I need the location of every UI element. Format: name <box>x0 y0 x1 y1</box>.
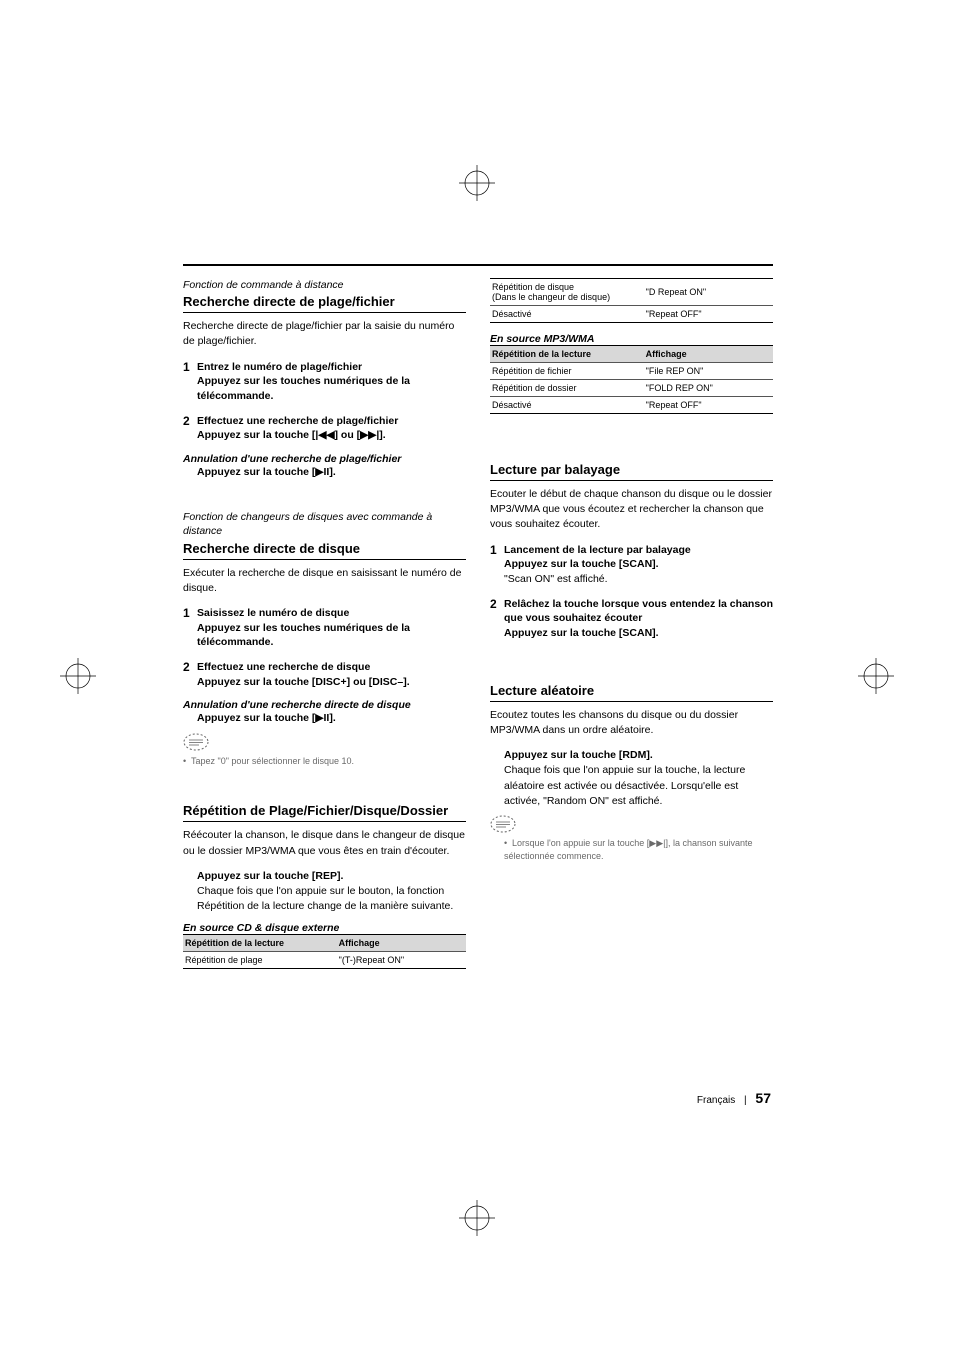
section-rule <box>183 312 466 313</box>
section-intro: Ecoutez toutes les chansons du disque ou… <box>490 708 773 738</box>
press-instruction: Appuyez sur la touche [REP]. <box>197 869 466 884</box>
press-body: Chaque fois que l'on appuie sur la touch… <box>504 763 773 809</box>
page-footer: Français | 57 <box>697 1090 771 1106</box>
section-rule <box>183 821 466 822</box>
repeat-table-mp3: Répétition de la lectureAffichage Répéti… <box>490 345 773 414</box>
left-column: Fonction de commande à distance Recherch… <box>183 278 466 969</box>
section-intro: Réécouter la chanson, le disque dans le … <box>183 828 466 858</box>
step-action: Appuyez sur la touche [SCAN]. <box>504 626 773 641</box>
registration-mark-bottom-icon <box>459 1200 495 1236</box>
step-title: Effectuez une recherche de disque <box>197 660 466 675</box>
table-caption: En source MP3/WMA <box>490 333 773 345</box>
table-caption: En source CD & disque externe <box>183 922 466 934</box>
table-header: Répétition de la lecture <box>183 935 339 952</box>
table-header: Affichage <box>339 935 466 952</box>
step-action: Appuyez sur la touche [DISC+] ou [DISC–]… <box>197 675 466 690</box>
note-icon <box>490 815 773 833</box>
cancel-heading: Annulation d'une recherche directe de di… <box>183 699 466 711</box>
footer-separator: | <box>738 1095 753 1106</box>
section-title: Répétition de Plage/Fichier/Disque/Dossi… <box>183 803 466 818</box>
press-instruction: Appuyez sur la touche [RDM]. <box>504 748 773 763</box>
step-2: 2 Relâchez la touche lorsque vous entend… <box>490 597 773 641</box>
step-1: 1 Saisissez le numéro de disque Appuyez … <box>183 606 466 650</box>
step-number: 2 <box>490 597 504 641</box>
step-number: 2 <box>183 414 197 443</box>
table-header: Répétition de la lecture <box>490 346 646 363</box>
right-column: Répétition de disque (Dans le changeur d… <box>490 278 773 969</box>
table-header: Affichage <box>646 346 773 363</box>
table-cell: "(T-)Repeat ON" <box>339 952 466 969</box>
section-title: Lecture aléatoire <box>490 683 773 698</box>
repeat-table-cd-cont: Répétition de disque (Dans le changeur d… <box>490 278 773 323</box>
step-action: Appuyez sur les touches numériques de la… <box>197 374 466 403</box>
table-cell: Répétition de dossier <box>490 380 646 397</box>
function-note: Fonction de commande à distance <box>183 278 466 292</box>
step-1: 1 Lancement de la lecture par balayage A… <box>490 543 773 587</box>
step-title: Lancement de la lecture par balayage <box>504 543 773 558</box>
cancel-action: Appuyez sur la touche [▶II]. <box>197 711 466 726</box>
section-intro: Exécuter la recherche de disque en saisi… <box>183 566 466 596</box>
step-2: 2 Effectuez une recherche de disque Appu… <box>183 660 466 689</box>
step-title: Saisissez le numéro de disque <box>197 606 466 621</box>
note-text: •Lorsque l'on appuie sur la touche [▶▶|]… <box>504 837 773 862</box>
section-title: Recherche directe de disque <box>183 541 466 556</box>
table-cell: "File REP ON" <box>646 363 773 380</box>
step-title: Entrez le numéro de plage/fichier <box>197 360 466 375</box>
table-cell: "Repeat OFF" <box>646 397 773 414</box>
step-number: 1 <box>183 360 197 404</box>
note-icon <box>183 733 466 751</box>
note-content: Tapez "0" pour sélectionner le disque 10… <box>191 756 354 766</box>
page-number: 57 <box>755 1090 771 1106</box>
table-cell: "D Repeat ON" <box>646 279 773 306</box>
registration-mark-top-icon <box>459 165 495 201</box>
footer-language: Français <box>697 1095 735 1106</box>
section-title: Lecture par balayage <box>490 462 773 477</box>
section-title: Recherche directe de plage/fichier <box>183 294 466 309</box>
table-cell: Désactivé <box>490 397 646 414</box>
table-cell: Répétition de disque (Dans le changeur d… <box>490 279 646 306</box>
content-columns: Fonction de commande à distance Recherch… <box>183 278 773 969</box>
note-text: •Tapez "0" pour sélectionner le disque 1… <box>183 755 466 768</box>
section-rule <box>490 701 773 702</box>
section-rule <box>183 559 466 560</box>
section-intro: Ecouter le début de chaque chanson du di… <box>490 487 773 533</box>
function-note: Fonction de changeurs de disques avec co… <box>183 510 466 538</box>
step-title: Relâchez la touche lorsque vous entendez… <box>504 597 773 626</box>
step-action: Appuyez sur la touche [SCAN]. <box>504 557 773 572</box>
step-action: Appuyez sur la touche [|◀◀] ou [▶▶|]. <box>197 428 466 443</box>
registration-mark-left-icon <box>60 658 96 694</box>
table-cell: Répétition de plage <box>183 952 339 969</box>
step-1: 1 Entrez le numéro de plage/fichier Appu… <box>183 360 466 404</box>
note-content: Lorsque l'on appuie sur la touche [▶▶|],… <box>504 838 753 861</box>
table-cell: "FOLD REP ON" <box>646 380 773 397</box>
press-body: Chaque fois que l'on appuie sur le bouto… <box>197 884 466 914</box>
section-intro: Recherche directe de plage/fichier par l… <box>183 319 466 349</box>
registration-mark-right-icon <box>858 658 894 694</box>
manual-page: Fonction de commande à distance Recherch… <box>0 0 954 1351</box>
repeat-table-cd: Répétition de la lectureAffichage Répéti… <box>183 934 466 969</box>
cancel-action: Appuyez sur la touche [▶II]. <box>197 465 466 480</box>
step-number: 1 <box>183 606 197 650</box>
step-title: Effectuez une recherche de plage/fichier <box>197 414 466 429</box>
section-rule <box>490 480 773 481</box>
step-number: 2 <box>183 660 197 689</box>
step-result: "Scan ON" est affiché. <box>504 572 773 587</box>
cancel-heading: Annulation d'une recherche de plage/fich… <box>183 453 466 465</box>
page-top-rule <box>183 264 773 266</box>
table-cell: Désactivé <box>490 306 646 323</box>
step-2: 2 Effectuez une recherche de plage/fichi… <box>183 414 466 443</box>
step-action: Appuyez sur les touches numériques de la… <box>197 621 466 650</box>
table-cell: Répétition de fichier <box>490 363 646 380</box>
table-cell: "Repeat OFF" <box>646 306 773 323</box>
step-number: 1 <box>490 543 504 587</box>
